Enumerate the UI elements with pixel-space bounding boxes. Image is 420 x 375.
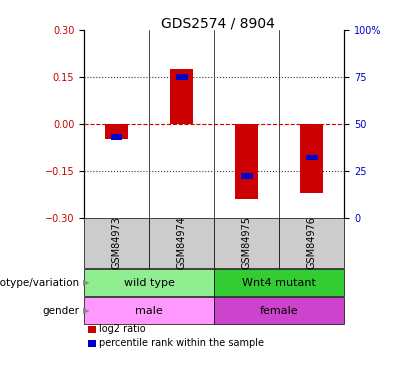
Text: GSM84976: GSM84976 — [307, 216, 317, 269]
Bar — [241, 173, 252, 179]
Bar — [111, 134, 122, 140]
Bar — [306, 154, 318, 160]
Text: ▶: ▶ — [83, 306, 89, 315]
Text: percentile rank within the sample: percentile rank within the sample — [99, 339, 264, 348]
Text: genotype/variation: genotype/variation — [0, 278, 80, 288]
Text: GSM84973: GSM84973 — [112, 216, 121, 269]
Text: gender: gender — [43, 306, 80, 316]
Text: GSM84975: GSM84975 — [242, 216, 252, 269]
Text: GDS2574 / 8904: GDS2574 / 8904 — [161, 17, 276, 31]
Text: wild type: wild type — [123, 278, 175, 288]
Bar — [105, 124, 128, 140]
Bar — [300, 124, 323, 192]
Bar — [235, 124, 258, 199]
Text: ▶: ▶ — [83, 278, 89, 287]
Text: male: male — [135, 306, 163, 316]
Text: GSM84974: GSM84974 — [177, 216, 186, 269]
Text: Wnt4 mutant: Wnt4 mutant — [242, 278, 316, 288]
Bar — [170, 69, 193, 124]
Text: female: female — [260, 306, 299, 316]
Bar — [176, 74, 187, 80]
Text: log2 ratio: log2 ratio — [99, 324, 146, 334]
